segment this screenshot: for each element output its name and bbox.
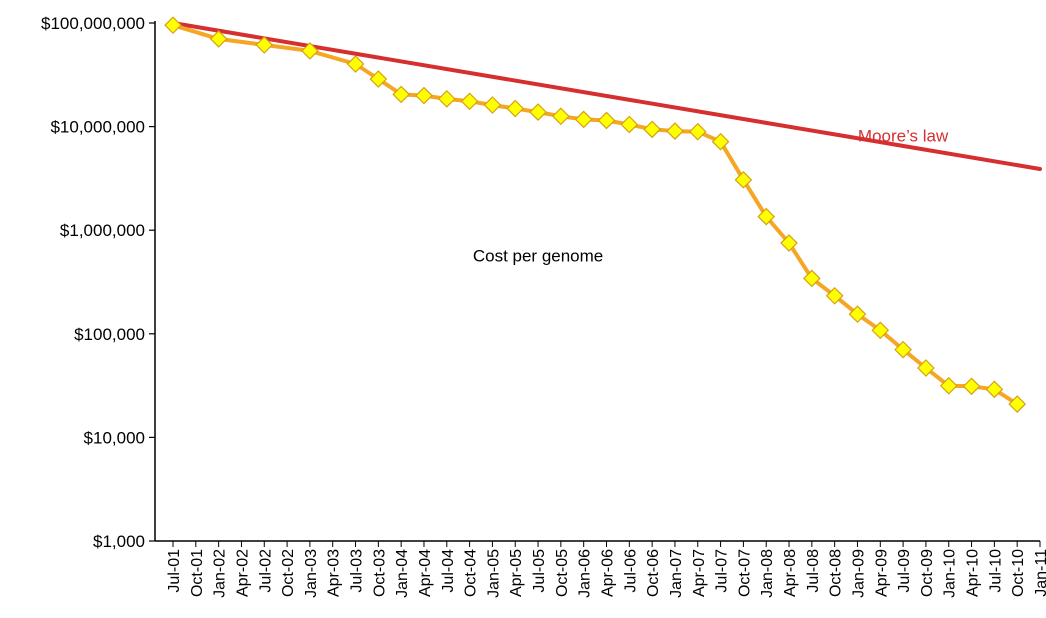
x-tick-label: Oct-02: [280, 549, 297, 597]
x-tick-label: Jul-09: [896, 549, 913, 593]
x-tick-label: Jul-07: [714, 549, 731, 593]
x-tick-label: Apr-02: [234, 549, 251, 597]
cost-marker: [552, 107, 570, 126]
y-tick-label: $10,000: [84, 428, 145, 447]
x-tick-label: Jul-10: [987, 549, 1004, 593]
cost-marker: [939, 376, 958, 395]
x-tick-label: Oct-03: [371, 549, 388, 597]
cost-marker: [369, 70, 388, 88]
x-tick-label: Jan-10: [942, 549, 959, 598]
x-tick-label: Jul-05: [531, 549, 548, 593]
cost-marker: [415, 86, 433, 105]
annotations: Moore’s law Cost per genome: [473, 126, 949, 265]
cost-marker: [734, 170, 753, 189]
cost-per-genome-series: [164, 16, 1027, 413]
cost-marker: [164, 16, 182, 35]
cost-marker: [392, 85, 411, 104]
cost-marker: [802, 269, 821, 288]
cost-marker: [825, 286, 844, 305]
cost-marker: [643, 120, 661, 139]
x-tick-label: Jan-07: [668, 549, 685, 598]
cost-marker: [711, 132, 730, 151]
cost-marker: [780, 234, 798, 252]
x-tick-label: Apr-10: [965, 549, 982, 597]
x-tick-label: Jul-02: [257, 549, 274, 593]
x-tick-label: Jan-08: [759, 549, 776, 598]
cost-marker: [917, 359, 935, 377]
cost-marker: [848, 305, 867, 324]
cost-marker: [301, 42, 319, 60]
cost-marker: [620, 115, 639, 134]
cost-marker: [506, 99, 525, 118]
y-tick-label: $1,000: [93, 532, 145, 551]
x-tick-label: Apr-07: [691, 549, 708, 597]
cost-marker: [962, 377, 981, 396]
cost-marker: [1008, 395, 1027, 413]
cost-marker: [985, 380, 1004, 399]
cost-marker: [255, 36, 274, 54]
x-tick-label: Jan-04: [394, 549, 411, 598]
moores-law-label: Moore’s law: [858, 126, 949, 145]
cost-line: [172, 23, 1019, 406]
cost-marker: [688, 122, 707, 141]
x-tick-label: Apr-05: [508, 549, 525, 597]
x-tick-label: Jul-03: [349, 549, 366, 593]
cost-marker: [894, 340, 912, 359]
y-tick-label: $100,000,000: [41, 14, 145, 33]
moores-law-line: [171, 21, 1042, 171]
cost-marker: [209, 30, 228, 48]
cost-per-genome-label: Cost per genome: [473, 246, 603, 265]
cost-marker: [666, 122, 684, 140]
cost-marker: [460, 92, 479, 111]
y-tick-label: $1,000,000: [60, 221, 145, 240]
x-tick-label: Jul-08: [805, 549, 822, 593]
y-tick-label: $100,000: [74, 325, 145, 344]
cost-marker: [529, 103, 547, 121]
cost-marker: [483, 96, 502, 114]
x-tick-label: Oct-08: [828, 549, 845, 597]
x-tick-label: Apr-06: [600, 549, 617, 597]
y-axis: $1,000 $10,000 $100,000 $1,000,000 $10,000,0…: [41, 14, 156, 551]
cost-marker: [437, 90, 456, 108]
x-tick-label: Jan-02: [212, 549, 229, 598]
x-tick-label: Apr-08: [782, 549, 799, 597]
x-tick-label: Jan-03: [303, 549, 320, 598]
cost-marker: [757, 207, 776, 226]
x-axis: Jul-01 Oct-01 Jan-02 Apr-02 Jul-02 Oct-02 Jan-…: [155, 540, 1046, 598]
cost-marker: [871, 321, 890, 340]
cost-marker: [597, 111, 616, 130]
x-tick-label: Oct-10: [1010, 549, 1027, 597]
x-tick-label: Oct-07: [736, 549, 753, 597]
moores-law-series: [171, 21, 1042, 171]
x-tick-label: Apr-03: [326, 549, 343, 597]
x-tick-label: Apr-09: [873, 549, 890, 597]
x-tick-label: Jul-01: [166, 549, 183, 593]
x-tick-label: Oct-06: [645, 549, 662, 597]
x-tick-label: Oct-01: [189, 549, 206, 597]
cost-marker: [574, 110, 593, 129]
x-tick-label: Oct-05: [554, 549, 571, 597]
x-tick-label: Jan-09: [850, 549, 867, 598]
x-tick-label: Jan-05: [485, 549, 502, 598]
x-tick-label: Jul-04: [440, 549, 457, 593]
x-tick-label: Jan-11: [1033, 549, 1046, 597]
x-tick-label: Jan-06: [577, 549, 594, 598]
x-tick-label: Oct-04: [463, 549, 480, 597]
y-tick-label: $10,000,000: [50, 118, 145, 137]
x-tick-label: Jul-06: [622, 549, 639, 593]
cost-marker: [346, 55, 365, 73]
x-tick-label: Apr-04: [417, 549, 434, 597]
x-tick-label: Oct-09: [919, 549, 936, 597]
